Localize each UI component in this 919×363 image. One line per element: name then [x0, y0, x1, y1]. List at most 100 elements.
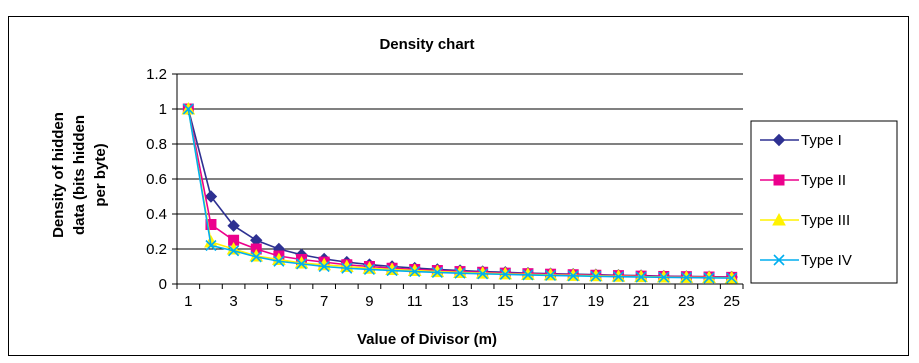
- y-tick-label: 1: [159, 101, 167, 118]
- x-marker-stroke: [658, 271, 670, 283]
- density-chart: Density chart 00.20.40.60.811.21 3 5 7 9 11 13…: [50, 36, 898, 348]
- x-tick-label: 21: [633, 293, 650, 310]
- series-2-point: [205, 219, 217, 230]
- series-4-point: [205, 239, 217, 252]
- series-3-point: [362, 261, 377, 274]
- series-4-point: [341, 262, 353, 274]
- x-marker-stroke: [590, 270, 602, 282]
- chart-title: Density chart: [379, 36, 474, 53]
- series-3-point: [453, 265, 467, 278]
- plot-area: 00.20.40.60.811.21 3 5 7 9 11 13 15 17 19 21 23 25: [146, 66, 744, 310]
- x-marker-stroke: [295, 258, 308, 270]
- y-tick-label: 0.4: [146, 206, 167, 223]
- x-marker-stroke: [544, 269, 557, 281]
- x-marker-stroke: [522, 269, 534, 281]
- x-tick-label: 3: [229, 293, 237, 310]
- x-tick-label: 9: [365, 293, 373, 310]
- legend-label: Type I: [801, 132, 842, 149]
- series-1-line: [187, 108, 732, 278]
- y-tick-label: 0: [159, 276, 167, 293]
- x-marker-stroke: [567, 270, 579, 282]
- x-tick-label: 15: [497, 293, 514, 310]
- series-3-point: [475, 266, 490, 279]
- legend-item: Type I: [760, 132, 842, 149]
- chart-frame: Density chart 0 0.2 0.4 0.6 0.8 1 1.2 1 3 5 7 9 11 13…: [8, 16, 909, 356]
- series-1-point: [227, 219, 240, 232]
- x-marker-stroke: [363, 263, 376, 276]
- legend-label: Type III: [801, 212, 850, 229]
- x-marker-stroke: [205, 239, 217, 252]
- series-4-point: [363, 263, 376, 276]
- x-tick-label: 25: [723, 293, 740, 310]
- x-marker-stroke: [635, 271, 647, 283]
- legend-item: Type II: [760, 172, 846, 189]
- series-4-point: [680, 271, 692, 284]
- series-4-point: [567, 270, 579, 282]
- series-4-point: [250, 251, 262, 263]
- y-axis-title-line: per byte): [92, 143, 109, 206]
- series-4-point: [431, 266, 443, 279]
- series-3-point: [430, 264, 445, 278]
- x-tick-label: 5: [275, 293, 283, 310]
- x-marker-stroke: [726, 272, 738, 284]
- series-4-point: [544, 269, 557, 281]
- x-marker-stroke: [250, 251, 262, 263]
- x-marker-stroke: [680, 271, 692, 284]
- series-4-point: [318, 260, 330, 273]
- legend-marker: [772, 212, 786, 226]
- y-tick-label: 0.6: [146, 171, 167, 188]
- y-axis-title: Density of hidden data (bits hidden per by…: [50, 112, 109, 238]
- y-tick-label: 0.2: [146, 241, 167, 258]
- x-marker-stroke: [703, 272, 715, 284]
- legend: Type I Type II Type III Type IV: [750, 120, 898, 284]
- series-4-point: [477, 268, 489, 280]
- series-3-point: [385, 262, 399, 275]
- series-4-point: [703, 272, 715, 284]
- x-marker-stroke: [341, 262, 353, 274]
- y-axis-title-line: data (bits hidden: [71, 115, 88, 235]
- series-4-point: [522, 269, 534, 281]
- x-tick-label: 7: [320, 293, 328, 310]
- x-marker-stroke: [409, 266, 421, 278]
- y-axis-title-line: Density of hidden: [50, 112, 67, 238]
- x-marker-stroke: [773, 254, 785, 266]
- x-tick-label: 17: [542, 293, 559, 310]
- series-4-point: [499, 268, 511, 280]
- series-2-line: [187, 108, 732, 279]
- series-4-point: [612, 271, 625, 283]
- x-tick-label: 23: [678, 293, 695, 310]
- series-4-point: [182, 103, 194, 115]
- x-marker-stroke: [431, 266, 443, 279]
- x-tick-label: 13: [452, 293, 469, 310]
- x-marker-stroke: [182, 103, 194, 115]
- series-4-point: [386, 264, 398, 277]
- x-axis-title: Value of Divisor (m): [357, 331, 497, 348]
- legend-marker: [773, 174, 785, 186]
- x-marker-stroke: [477, 268, 489, 280]
- legend-label: Type IV: [801, 252, 852, 269]
- series-1-point: [204, 190, 218, 203]
- series-3-point: [407, 263, 422, 277]
- x-marker-stroke: [612, 271, 625, 283]
- x-tick-label: 19: [587, 293, 604, 310]
- series-4-point: [454, 267, 466, 279]
- legend-marker: [773, 254, 785, 266]
- series-4-point: [409, 266, 421, 278]
- series-4-point: [590, 270, 602, 282]
- series-4-point: [635, 271, 647, 283]
- legend-item: Type III: [760, 212, 850, 229]
- x-marker-stroke: [318, 260, 330, 273]
- series-4-point: [273, 255, 285, 267]
- x-marker-stroke: [499, 268, 511, 280]
- y-tick-label: 0.8: [146, 136, 167, 153]
- legend-marker: [772, 133, 786, 147]
- series-4-point: [295, 258, 308, 270]
- legend-item: Type IV: [760, 252, 852, 269]
- series-3-point: [294, 255, 309, 269]
- x-marker-stroke: [228, 245, 240, 257]
- series-4-point: [658, 271, 670, 283]
- legend-label: Type II: [801, 172, 846, 189]
- x-tick-label: 11: [407, 293, 423, 310]
- x-marker-stroke: [454, 267, 466, 279]
- x-marker-stroke: [386, 264, 398, 277]
